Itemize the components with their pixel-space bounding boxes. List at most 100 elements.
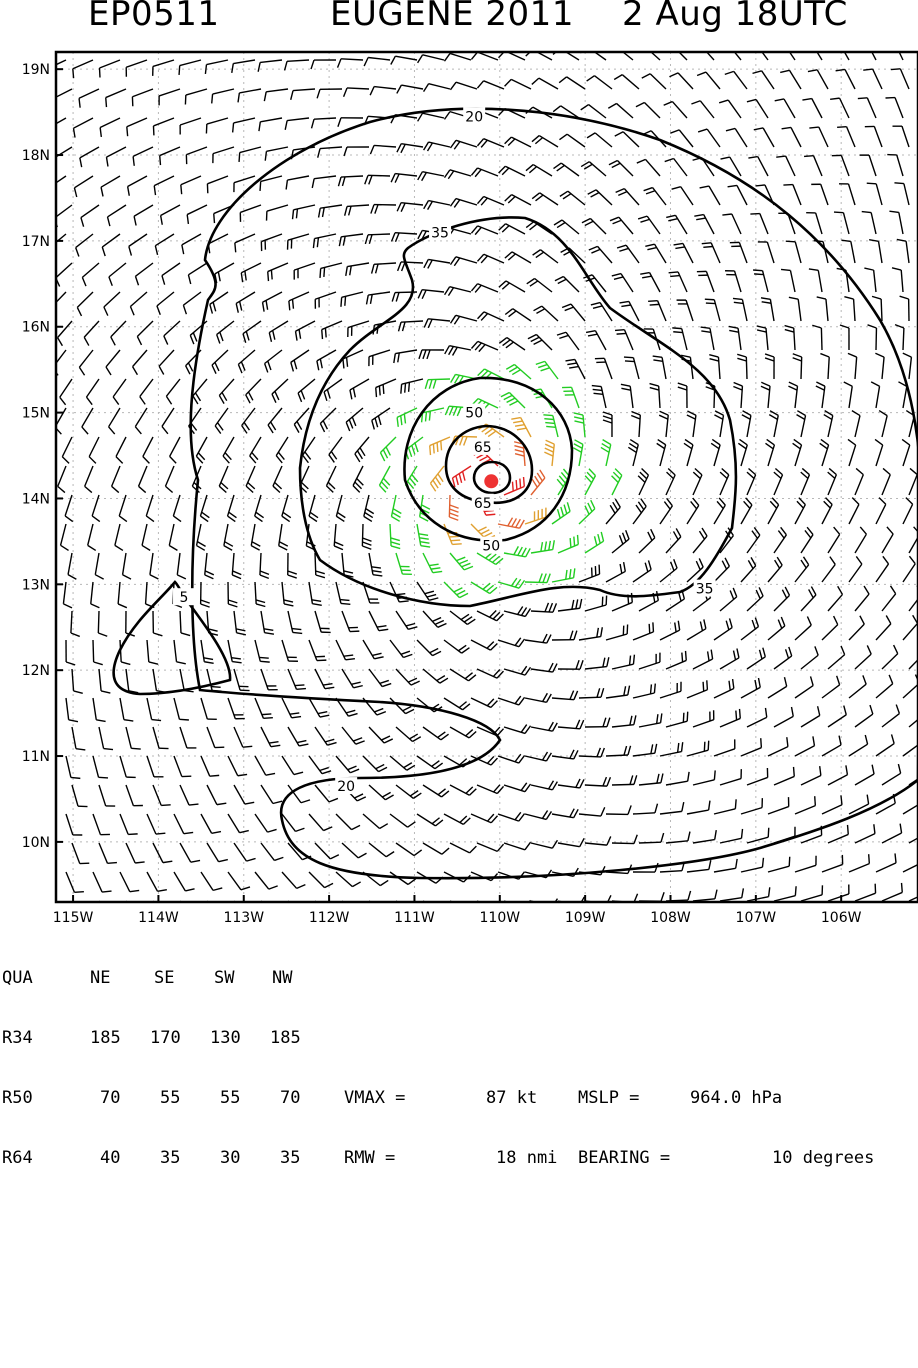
barb-feather	[663, 44, 671, 48]
barb-feather	[895, 853, 896, 862]
barb-feather	[687, 712, 688, 721]
barb-feather	[233, 123, 234, 132]
barb-feather	[654, 684, 655, 693]
barb-feather	[289, 301, 290, 310]
barb-feather	[401, 384, 402, 393]
lon-label: 114W	[138, 910, 179, 926]
barb-feather	[189, 804, 198, 805]
lon-label: 106W	[821, 910, 862, 926]
lon-label: 108W	[650, 910, 691, 926]
barb-feather	[161, 805, 170, 806]
lon-label: 111W	[394, 910, 435, 926]
barb-feather	[379, 386, 380, 395]
barb-feather	[156, 833, 165, 834]
lon-label: 112W	[309, 910, 350, 926]
barb-feather	[260, 661, 269, 662]
barb-feather	[340, 600, 349, 601]
table-row-r64: R64 40 35 30 35 RMW = 18 nmi BEARING = 1…	[2, 1148, 43, 1168]
barb-feather	[296, 689, 305, 690]
barb-feather	[520, 479, 521, 488]
barb-feather	[707, 680, 708, 689]
value-sw: 30	[220, 1148, 240, 1168]
barb-feather	[703, 682, 704, 691]
barb-feather	[47, 129, 49, 138]
barb-feather	[789, 857, 790, 866]
barb-feather	[263, 718, 272, 719]
mslp-label: MSLP =	[578, 1088, 639, 1108]
barb-feather	[669, 272, 678, 273]
barb-feather	[325, 328, 326, 337]
barb-feather	[608, 46, 616, 51]
barb-feather	[753, 270, 762, 271]
barb-feather	[691, 44, 700, 48]
barb-feather	[570, 538, 571, 547]
barb-feather	[795, 886, 796, 895]
rmw-value: 18 nmi	[496, 1148, 557, 1168]
barb-feather	[546, 426, 555, 427]
vmax-label: VMAX =	[344, 1088, 405, 1108]
barb-feather	[376, 388, 377, 397]
barb-feather	[437, 442, 438, 451]
barb-feather	[359, 910, 367, 915]
barb-shaft	[180, 901, 192, 919]
lat-label: 16N	[22, 320, 50, 336]
value-nw: 70	[280, 1088, 300, 1108]
barb-feather	[750, 214, 759, 215]
barb-feather	[524, 477, 525, 486]
table-header-ne: NE	[90, 968, 110, 988]
barb-feather	[262, 714, 271, 715]
value-nw: 35	[280, 1148, 300, 1168]
barb-feather	[686, 651, 687, 660]
vmax-value: 87 kt	[486, 1088, 537, 1108]
barb-feather	[705, 299, 714, 300]
barb-feather	[829, 41, 838, 43]
wind-barb	[261, 901, 284, 918]
lon-label: 107W	[736, 910, 777, 926]
contour-label: 65	[474, 440, 492, 456]
barb-feather	[409, 382, 410, 391]
barb-shaft	[288, 901, 303, 917]
contour-label: 35	[696, 582, 714, 598]
barb-feather	[296, 209, 297, 218]
barb-feather	[442, 905, 449, 911]
barb-feather	[128, 834, 137, 835]
lon-label: 110W	[480, 910, 521, 926]
barb-feather	[754, 274, 763, 275]
barb-feather	[451, 540, 460, 541]
barb-feather	[625, 361, 634, 362]
table-row-r34: R34 185 170 130 185	[2, 1028, 43, 1048]
barb-feather	[160, 156, 161, 165]
barb-feather	[102, 891, 111, 892]
barb-feather	[235, 243, 236, 252]
table-header-sw: SW	[214, 968, 234, 988]
barb-feather	[243, 746, 252, 747]
barb-feather	[52, 99, 53, 108]
barb-feather	[867, 183, 876, 184]
barb-feather	[635, 45, 643, 50]
barb-feather	[293, 210, 294, 219]
value-ne: 185	[90, 1028, 121, 1048]
barb-shaft	[612, 843, 634, 844]
barb-feather	[343, 359, 344, 368]
barb-feather	[756, 185, 765, 186]
barb-feather	[452, 544, 461, 545]
lat-label: 13N	[22, 577, 50, 593]
value-sw: 55	[220, 1088, 240, 1108]
barb-shaft	[180, 611, 181, 633]
barb-feather	[109, 919, 118, 920]
lat-label: 19N	[22, 62, 50, 78]
storm-center-marker	[484, 474, 498, 488]
barb-feather	[441, 441, 442, 450]
storm-center-dot	[484, 474, 498, 488]
barb-feather	[405, 383, 406, 392]
barb-feather	[615, 330, 624, 331]
lat-label: 11N	[22, 749, 50, 765]
value-sw: 130	[210, 1028, 241, 1048]
barb-feather	[653, 622, 654, 631]
barb-feather	[320, 268, 321, 277]
barb-feather	[714, 770, 715, 779]
barb-feather	[768, 828, 769, 837]
barb-feather	[73, 69, 74, 78]
barb-feather	[192, 917, 201, 919]
lon-label: 115W	[53, 910, 94, 926]
